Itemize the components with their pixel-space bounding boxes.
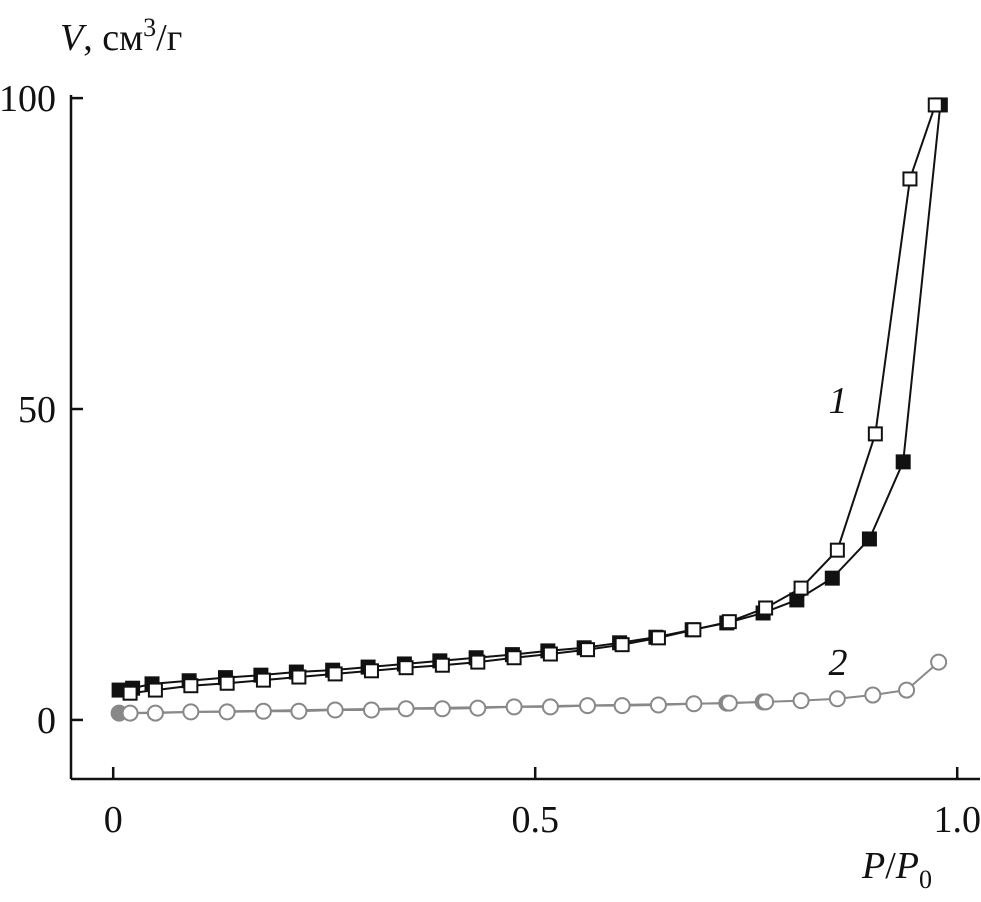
marker: [254, 702, 272, 720]
marker: [793, 580, 809, 596]
x-axis-label: P/P0: [861, 845, 932, 894]
marker: [649, 696, 667, 714]
marker: [861, 531, 877, 547]
series-line: [129, 104, 937, 695]
marker: [255, 672, 271, 688]
series-line: [118, 104, 942, 692]
marker: [867, 426, 883, 442]
x-label-part: P: [861, 845, 885, 887]
marker: [828, 690, 846, 708]
curve-label: 2: [829, 642, 848, 684]
marker: [469, 699, 487, 717]
marker: [505, 698, 523, 716]
marker: [927, 97, 943, 113]
marker: [898, 681, 916, 699]
x-tick-label: 1.0: [933, 799, 981, 841]
marker: [433, 700, 451, 718]
marker: [930, 653, 948, 671]
y-tick-label: 0: [37, 700, 56, 742]
marker: [864, 686, 882, 704]
x-label-part: P: [895, 845, 919, 887]
marker: [326, 701, 344, 719]
marker: [183, 678, 199, 694]
marker: [542, 646, 558, 662]
x-tick-label: 0: [104, 799, 123, 841]
marker: [218, 703, 236, 721]
marker: [122, 685, 138, 701]
marker: [146, 704, 164, 722]
marker: [121, 704, 139, 722]
marker: [721, 614, 737, 630]
y-label-part: , см: [83, 17, 143, 59]
marker: [362, 701, 380, 719]
marker: [613, 697, 631, 715]
marker: [506, 650, 522, 666]
marker: [219, 675, 235, 691]
marker: [720, 694, 738, 712]
marker: [291, 669, 307, 685]
marker: [829, 542, 845, 558]
marker: [757, 693, 775, 711]
marker: [579, 697, 597, 715]
x-label-part: 0: [919, 865, 932, 894]
marker: [685, 695, 703, 713]
y-label-part: 3: [143, 13, 156, 42]
marker: [895, 454, 911, 470]
marker: [327, 666, 343, 682]
marker: [758, 600, 774, 616]
y-label-part: /г: [156, 17, 182, 59]
marker: [470, 654, 486, 670]
marker: [902, 171, 918, 187]
y-tick-label: 50: [18, 389, 56, 431]
x-tick-label: 0.5: [511, 799, 559, 841]
y-axis-label: V, см3/г: [60, 13, 182, 59]
marker: [650, 630, 666, 646]
marker: [824, 570, 840, 586]
curve-label: 1: [829, 380, 848, 422]
y-label-part: V: [60, 17, 87, 59]
x-label-part: /: [885, 845, 896, 887]
marker: [614, 637, 630, 653]
marker: [686, 622, 702, 638]
marker: [541, 698, 559, 716]
marker: [434, 657, 450, 673]
marker: [290, 702, 308, 720]
marker: [147, 682, 163, 698]
marker: [792, 692, 810, 710]
marker: [182, 703, 200, 721]
marker: [398, 660, 414, 676]
marker: [363, 663, 379, 679]
marker: [580, 642, 596, 658]
marker: [397, 700, 415, 718]
y-tick-label: 100: [0, 78, 56, 120]
